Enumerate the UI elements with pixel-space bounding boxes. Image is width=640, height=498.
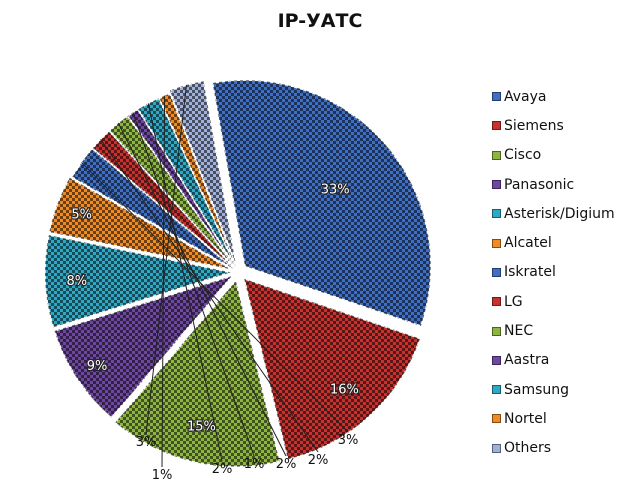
chart-title: IP-УАТС [277, 10, 363, 32]
slice-texture [115, 280, 280, 467]
data-label-others: 3% [136, 435, 157, 450]
leader-lines [81, 84, 349, 468]
data-label-nortel: 1% [152, 468, 173, 483]
slice-texture [54, 275, 233, 418]
data-label-iskratel: 3% [338, 433, 359, 448]
legend-label: Aastra [504, 352, 550, 369]
legend-label: Asterisk/Digium [504, 205, 615, 222]
legend-label: NEC [504, 323, 534, 340]
legend-label: Nortel [504, 410, 547, 427]
legend-item-avaya: Avaya [492, 82, 615, 111]
data-label-panasonic: 9% [87, 359, 108, 374]
legend-item-cisco: Cisco [492, 141, 615, 170]
legend-item-asterisk-digium: Asterisk/Digium [492, 199, 615, 228]
slice-texture [244, 278, 421, 460]
legend-item-aastra: Aastra [492, 346, 615, 375]
leader-line [81, 162, 349, 433]
legend-swatch [492, 121, 501, 131]
legend-item-lg: LG [492, 287, 615, 316]
leader-line [147, 103, 223, 462]
legend: Avaya Siemens Cisco Panasonic Asterisk/Digiu… [492, 82, 615, 463]
legend-swatch [492, 150, 501, 160]
data-label-siemens: 16% [330, 383, 359, 398]
legend-item-samsung: Samsung [492, 375, 615, 404]
pie-slice-panasonic [53, 274, 235, 419]
legend-label: Others [504, 440, 552, 457]
legend-swatch [492, 209, 501, 219]
legend-label: Avaya [504, 88, 547, 105]
legend-swatch [492, 238, 501, 248]
legend-label: Samsung [504, 381, 570, 398]
legend-swatch [492, 180, 501, 190]
slice-texture [72, 148, 234, 270]
legend-label: Cisco [504, 147, 542, 164]
data-label-lg: 2% [308, 453, 329, 468]
pie-slice-siemens [243, 277, 422, 461]
legend-item-iskratel: Iskratel [492, 258, 615, 287]
legend-label: Panasonic [504, 176, 575, 193]
leader-line [145, 84, 187, 435]
slice-texture [49, 177, 232, 270]
data-label-asterisk-digium: 8% [67, 274, 88, 289]
pie-slice-cisco [114, 279, 281, 468]
legend-item-nec: NEC [492, 316, 615, 345]
legend-item-others: Others [492, 434, 615, 463]
legend-label: Siemens [504, 117, 564, 134]
legend-swatch [492, 443, 501, 453]
slice-texture [109, 116, 235, 269]
slice-texture [128, 109, 236, 268]
legend-item-nortel: Nortel [492, 404, 615, 433]
leader-line [117, 122, 287, 457]
legend-item-panasonic: Panasonic [492, 170, 615, 199]
pie-slice-avaya [211, 79, 432, 328]
legend-swatch [492, 326, 501, 336]
pie-slice-asterisk-digium [44, 234, 232, 329]
slice-texture [159, 93, 237, 268]
data-label-cisco: 15% [187, 420, 216, 435]
legend-swatch [492, 414, 501, 424]
pie-slice-alcatel [48, 176, 232, 271]
legend-swatch [492, 355, 501, 365]
legend-swatch [492, 92, 501, 102]
leader-line [132, 112, 255, 457]
legend-item-siemens: Siemens [492, 111, 615, 140]
legend-label: Alcatel [504, 235, 552, 252]
pie-slices [44, 79, 432, 468]
slice-texture [169, 81, 236, 265]
legend-item-alcatel: Alcatel [492, 228, 615, 257]
data-label-nec: 2% [276, 457, 297, 472]
slice-texture [212, 80, 431, 327]
data-labels: 33% 16% 15% 9% 8% 5% 3% 2% 2% 1% 2% 1% 3% [65, 182, 360, 483]
legend-swatch [492, 267, 501, 277]
legend-swatch [492, 385, 501, 395]
slice-texture [138, 98, 236, 268]
leader-line [100, 139, 319, 453]
data-label-aastra: 1% [244, 457, 265, 472]
legend-label: LG [504, 293, 523, 310]
legend-swatch [492, 297, 501, 307]
slice-texture [45, 234, 232, 328]
legend-label: Iskratel [504, 264, 556, 281]
data-label-alcatel: 5% [71, 207, 92, 222]
data-label-samsung: 2% [212, 462, 233, 477]
data-label-avaya: 33% [321, 183, 350, 198]
